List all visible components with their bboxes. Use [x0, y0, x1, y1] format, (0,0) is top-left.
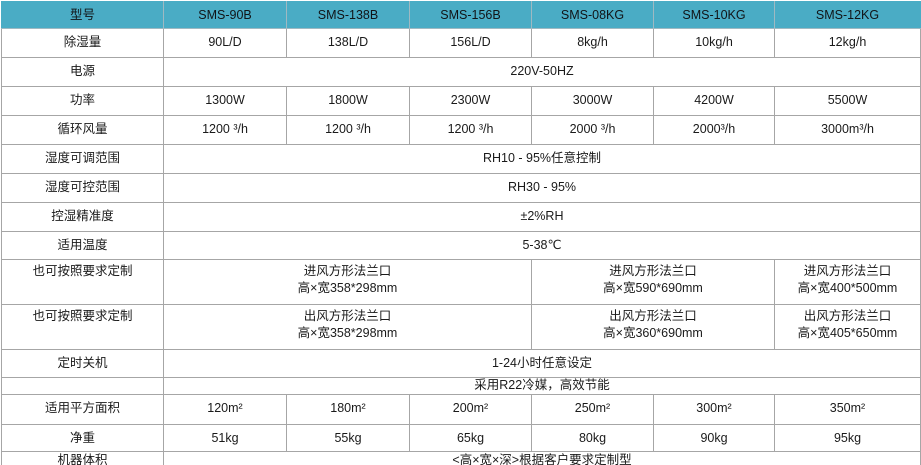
row-coverage-area: 适用平方面积 120m² 180m² 200m² 250m² 300m² 350… — [1, 394, 921, 425]
row-humidity-adjust-range: 湿度可调范围 RH10 - 95%任意控制 — [1, 144, 921, 174]
row-label: 电源 — [1, 57, 164, 87]
row-power: 功率 1300W 1800W 2300W 3000W 4200W 5500W — [1, 86, 921, 116]
cell: 80kg — [531, 424, 654, 452]
cell: 95kg — [774, 424, 921, 452]
merged-cell: 采用R22冷媒，高效节能 — [163, 377, 921, 395]
row-net-weight: 净重 51kg 55kg 65kg 80kg 90kg 95kg — [1, 424, 921, 452]
cell: 3000m³/h — [774, 115, 921, 145]
merged-cell: <高×宽×深>根据客户要求定制型 — [163, 451, 921, 465]
header-model-sms138b: SMS-138B — [286, 1, 410, 29]
cell: 120m² — [163, 394, 287, 425]
row-label: 也可按照要求定制 — [1, 259, 164, 305]
row-custom-outlet-flange: 也可按照要求定制 出风方形法兰口 高×宽358*298mm 出风方形法兰口 高×… — [1, 304, 921, 350]
cell: 65kg — [409, 424, 532, 452]
row-refrigerant-note: 采用R22冷媒，高效节能 — [1, 377, 921, 395]
header-model-sms12kg: SMS-12KG — [774, 1, 921, 29]
cell: 4200W — [653, 86, 775, 116]
row-label: 湿度可调范围 — [1, 144, 164, 174]
header-model-sms08kg: SMS-08KG — [531, 1, 654, 29]
cell: 250m² — [531, 394, 654, 425]
row-label — [1, 377, 164, 395]
group-cell: 进风方形法兰口 高×宽590*690mm — [531, 259, 775, 305]
cell: 5500W — [774, 86, 921, 116]
cell: 2000³/h — [653, 115, 775, 145]
cell: 1200 ³/h — [163, 115, 287, 145]
row-custom-inlet-flange: 也可按照要求定制 进风方形法兰口 高×宽358*298mm 进风方形法兰口 高×… — [1, 259, 921, 305]
row-label: 机器体积 — [1, 451, 164, 465]
row-label: 适用平方面积 — [1, 394, 164, 425]
row-power-supply: 电源 220V-50HZ — [1, 57, 921, 87]
merged-cell: ±2%RH — [163, 202, 921, 232]
header-model-sms10kg: SMS-10KG — [653, 1, 775, 29]
cell: 12kg/h — [774, 28, 921, 58]
row-humidity-control-range: 湿度可控范围 RH30 - 95% — [1, 173, 921, 203]
cell: 1200 ³/h — [409, 115, 532, 145]
row-label: 适用温度 — [1, 231, 164, 260]
cell: 300m² — [653, 394, 775, 425]
row-label: 循环风量 — [1, 115, 164, 145]
cell: 8kg/h — [531, 28, 654, 58]
cell: 2300W — [409, 86, 532, 116]
group-cell: 进风方形法兰口 高×宽358*298mm — [163, 259, 532, 305]
row-label: 控湿精准度 — [1, 202, 164, 232]
row-dehumidify-capacity: 除湿量 90L/D 138L/D 156L/D 8kg/h 10kg/h 12k… — [1, 28, 921, 58]
merged-cell: RH10 - 95%任意控制 — [163, 144, 921, 174]
cell: 51kg — [163, 424, 287, 452]
row-label: 也可按照要求定制 — [1, 304, 164, 350]
cell: 90L/D — [163, 28, 287, 58]
cell: 350m² — [774, 394, 921, 425]
merged-cell: 220V-50HZ — [163, 57, 921, 87]
cell: 138L/D — [286, 28, 410, 58]
cell: 3000W — [531, 86, 654, 116]
cell: 1800W — [286, 86, 410, 116]
cell: 10kg/h — [653, 28, 775, 58]
group-cell: 出风方形法兰口 高×宽360*690mm — [531, 304, 775, 350]
header-model-sms156b: SMS-156B — [409, 1, 532, 29]
row-label: 除湿量 — [1, 28, 164, 58]
row-machine-dimensions: 机器体积 <高×宽×深>根据客户要求定制型 — [1, 451, 921, 465]
table-header-row: 型号 SMS-90B SMS-138B SMS-156B SMS-08KG SM… — [1, 1, 921, 29]
cell: 55kg — [286, 424, 410, 452]
cell: 156L/D — [409, 28, 532, 58]
cell: 1300W — [163, 86, 287, 116]
cell: 90kg — [653, 424, 775, 452]
cell: 2000 ³/h — [531, 115, 654, 145]
row-label: 净重 — [1, 424, 164, 452]
header-model-sms90b: SMS-90B — [163, 1, 287, 29]
row-label: 功率 — [1, 86, 164, 116]
merged-cell: 5-38℃ — [163, 231, 921, 260]
header-model-label: 型号 — [1, 1, 164, 29]
merged-cell: 1-24小时任意设定 — [163, 349, 921, 378]
cell: 1200 ³/h — [286, 115, 410, 145]
row-label: 湿度可控范围 — [1, 173, 164, 203]
row-humidity-accuracy: 控湿精准度 ±2%RH — [1, 202, 921, 232]
cell: 180m² — [286, 394, 410, 425]
row-air-circulation: 循环风量 1200 ³/h 1200 ³/h 1200 ³/h 2000 ³/h… — [1, 115, 921, 145]
group-cell: 出风方形法兰口 高×宽358*298mm — [163, 304, 532, 350]
merged-cell: RH30 - 95% — [163, 173, 921, 203]
group-cell: 出风方形法兰口 高×宽405*650mm — [774, 304, 921, 350]
row-label: 定时关机 — [1, 349, 164, 378]
row-timer-shutdown: 定时关机 1-24小时任意设定 — [1, 349, 921, 378]
row-operating-temperature: 适用温度 5-38℃ — [1, 231, 921, 260]
cell: 200m² — [409, 394, 532, 425]
group-cell: 进风方形法兰口 高×宽400*500mm — [774, 259, 921, 305]
